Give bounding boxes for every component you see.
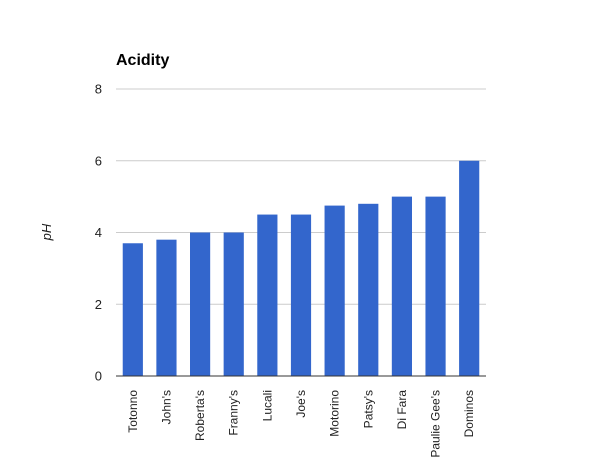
bars [122,160,480,377]
x-tick-label: Franny's [227,390,241,436]
x-tick-label: Paulie Gee's [429,390,443,458]
x-tick-label: Motorino [328,390,342,437]
x-tick-label: Di Fara [395,390,409,430]
y-tick-label: 0 [95,369,102,384]
x-tick-label: Joe's [294,390,308,418]
bar[interactable] [156,239,177,376]
y-tick-label: 8 [95,82,102,97]
bar[interactable] [290,214,312,376]
x-tick-label: Lucali [260,390,274,421]
bar[interactable] [425,196,446,376]
y-tick-label: 6 [95,153,102,168]
bar[interactable] [459,160,480,376]
y-tick-label: 2 [95,297,102,312]
x-tick-label: John's [159,390,173,424]
y-tick-labels: 0 2 4 6 8 [95,82,102,384]
x-tick-label: Totonno [126,390,140,433]
y-tick-label: 4 [95,225,102,240]
bar[interactable] [391,196,412,376]
x-tick-label: Roberta's [193,390,207,441]
x-tick-label: Patsy's [361,390,375,428]
bar[interactable] [257,214,278,376]
bar[interactable] [324,205,345,376]
y-axis-label: pH [39,223,54,241]
bar[interactable] [190,232,211,377]
bar[interactable] [358,203,379,376]
chart-title: Acidity [116,52,169,69]
bar[interactable] [223,232,244,377]
x-tick-label: Dominos [462,390,476,437]
bar[interactable] [122,243,143,376]
x-tick-labels: Totonno John's Roberta's Franny's Lucali Joe'… [126,390,476,458]
